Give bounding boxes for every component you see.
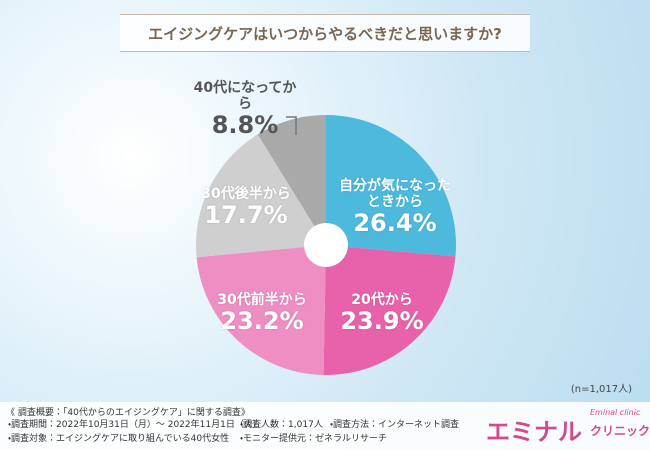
leader-line (286, 116, 297, 135)
value-label: 26.4% (353, 209, 437, 238)
category-label: 30代前半から (217, 292, 307, 308)
pie-slice (257, 115, 326, 245)
pie-slice (196, 134, 326, 258)
value-label: 8.8% (211, 111, 279, 140)
chart-title: エイジングケアはいつからやるべきだと思いますか? (120, 14, 530, 52)
category-label: 40代になってから (193, 80, 297, 113)
footer-item: ・調査人数：1,017人 (240, 420, 323, 430)
chart (196, 115, 457, 375)
sample-note: (n=1,017人) (570, 384, 632, 395)
category-label: 30代後半から (201, 186, 291, 202)
pie-slice (326, 115, 457, 257)
slice-label: 30代後半から 17.7% (196, 186, 296, 230)
value-label: 17.7% (204, 201, 288, 230)
pie-slice (323, 245, 456, 375)
footer: 《 調査概要：「40代からのエイジングケア」に関する調査》 ・調査期間：2022… (0, 402, 650, 450)
footer-heading: 《 調査概要：「40代からのエイジングケア」に関する調査》 (6, 408, 250, 418)
slice-label: 40代になってから 8.8% (190, 80, 300, 140)
slice-label: 30代前半から 23.2% (207, 292, 317, 336)
footer-item: ・モニター提供元：ゼネラルリサーチ (240, 434, 388, 444)
category-label: 20代から (351, 292, 413, 308)
logo-small: Eminal clinic (590, 408, 641, 417)
logo: エミナル (486, 418, 582, 446)
footer-item: ・調査方法：インターネット調査 (330, 420, 460, 430)
category-label: 自分が気になったときから (339, 178, 451, 211)
value-label: 23.2% (220, 307, 304, 336)
logo-sub: クリニック (590, 424, 650, 438)
footer-item: ・調査期間：2022年10月31日（月）～ 2022年11月1日（火） (8, 420, 262, 430)
slice-label: 20代から 23.9% (332, 292, 432, 336)
slice-label: 自分が気になったときから 26.4% (335, 178, 455, 238)
pie-slice (196, 245, 326, 375)
pie-hole (304, 223, 348, 267)
value-label: 23.9% (340, 307, 424, 336)
footer-item: ・調査対象：エイジングケアに取り組んでいる40代女性 (8, 434, 230, 444)
